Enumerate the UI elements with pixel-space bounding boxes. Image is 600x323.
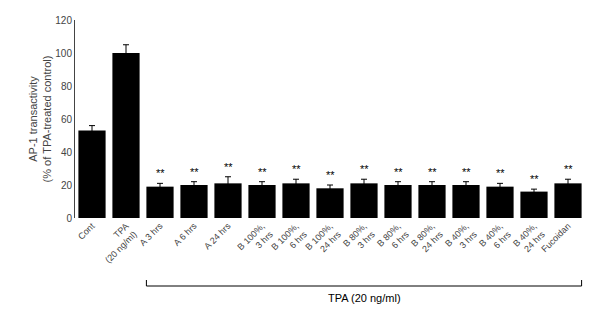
svg-text:**: ** bbox=[394, 166, 403, 178]
svg-text:B 80%,6 hrs: B 80%,6 hrs bbox=[375, 221, 411, 257]
svg-text:A 3 hrs: A 3 hrs bbox=[138, 221, 165, 248]
svg-text:0: 0 bbox=[66, 213, 72, 224]
svg-text:20: 20 bbox=[61, 180, 73, 191]
svg-text:B 80%,24 hrs: B 80%,24 hrs bbox=[409, 221, 445, 257]
svg-text:**: ** bbox=[224, 161, 233, 173]
svg-text:A 24 hrs: A 24 hrs bbox=[202, 221, 233, 252]
svg-text:120: 120 bbox=[55, 15, 72, 26]
svg-text:**: ** bbox=[462, 166, 471, 178]
svg-text:TPA (20 ng/ml): TPA (20 ng/ml) bbox=[328, 292, 401, 304]
svg-text:**: ** bbox=[496, 167, 505, 179]
svg-text:**: ** bbox=[326, 169, 335, 181]
svg-text:Cont: Cont bbox=[76, 221, 97, 242]
svg-text:Fucoidan: Fucoidan bbox=[539, 221, 572, 254]
svg-text:**: ** bbox=[360, 163, 369, 175]
svg-text:**: ** bbox=[190, 166, 199, 178]
svg-text:AP-1 transactivity(% of TPA-tr: AP-1 transactivity(% of TPA-treated cont… bbox=[27, 56, 53, 183]
svg-text:**: ** bbox=[292, 163, 301, 175]
svg-text:B 100%,24 hrs: B 100%,24 hrs bbox=[303, 221, 343, 261]
svg-text:B 40%,6 hrs: B 40%,6 hrs bbox=[477, 221, 513, 257]
svg-text:100: 100 bbox=[55, 48, 72, 59]
svg-text:B 100%,6 hrs: B 100%,6 hrs bbox=[269, 221, 309, 261]
svg-text:**: ** bbox=[530, 173, 539, 185]
svg-text:A 6 hrs: A 6 hrs bbox=[172, 221, 199, 248]
svg-text:**: ** bbox=[564, 163, 573, 175]
svg-text:**: ** bbox=[258, 166, 267, 178]
svg-text:60: 60 bbox=[61, 114, 73, 125]
svg-text:B 40%,24 hrs: B 40%,24 hrs bbox=[511, 221, 547, 257]
svg-text:B 80%,3 hrs: B 80%,3 hrs bbox=[341, 221, 377, 257]
svg-text:40: 40 bbox=[61, 147, 73, 158]
svg-text:TPA(20 ng/ml): TPA(20 ng/ml) bbox=[95, 221, 139, 265]
svg-text:B 40%,3 hrs: B 40%,3 hrs bbox=[443, 221, 479, 257]
svg-text:B 100%,3 hrs: B 100%,3 hrs bbox=[235, 221, 275, 261]
svg-text:80: 80 bbox=[61, 81, 73, 92]
svg-text:**: ** bbox=[156, 167, 165, 179]
svg-text:**: ** bbox=[428, 166, 437, 178]
